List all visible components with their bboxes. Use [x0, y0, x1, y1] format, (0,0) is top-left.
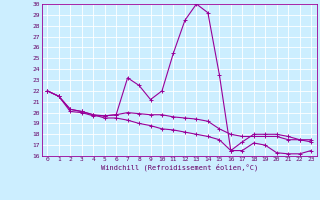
- X-axis label: Windchill (Refroidissement éolien,°C): Windchill (Refroidissement éolien,°C): [100, 164, 258, 171]
